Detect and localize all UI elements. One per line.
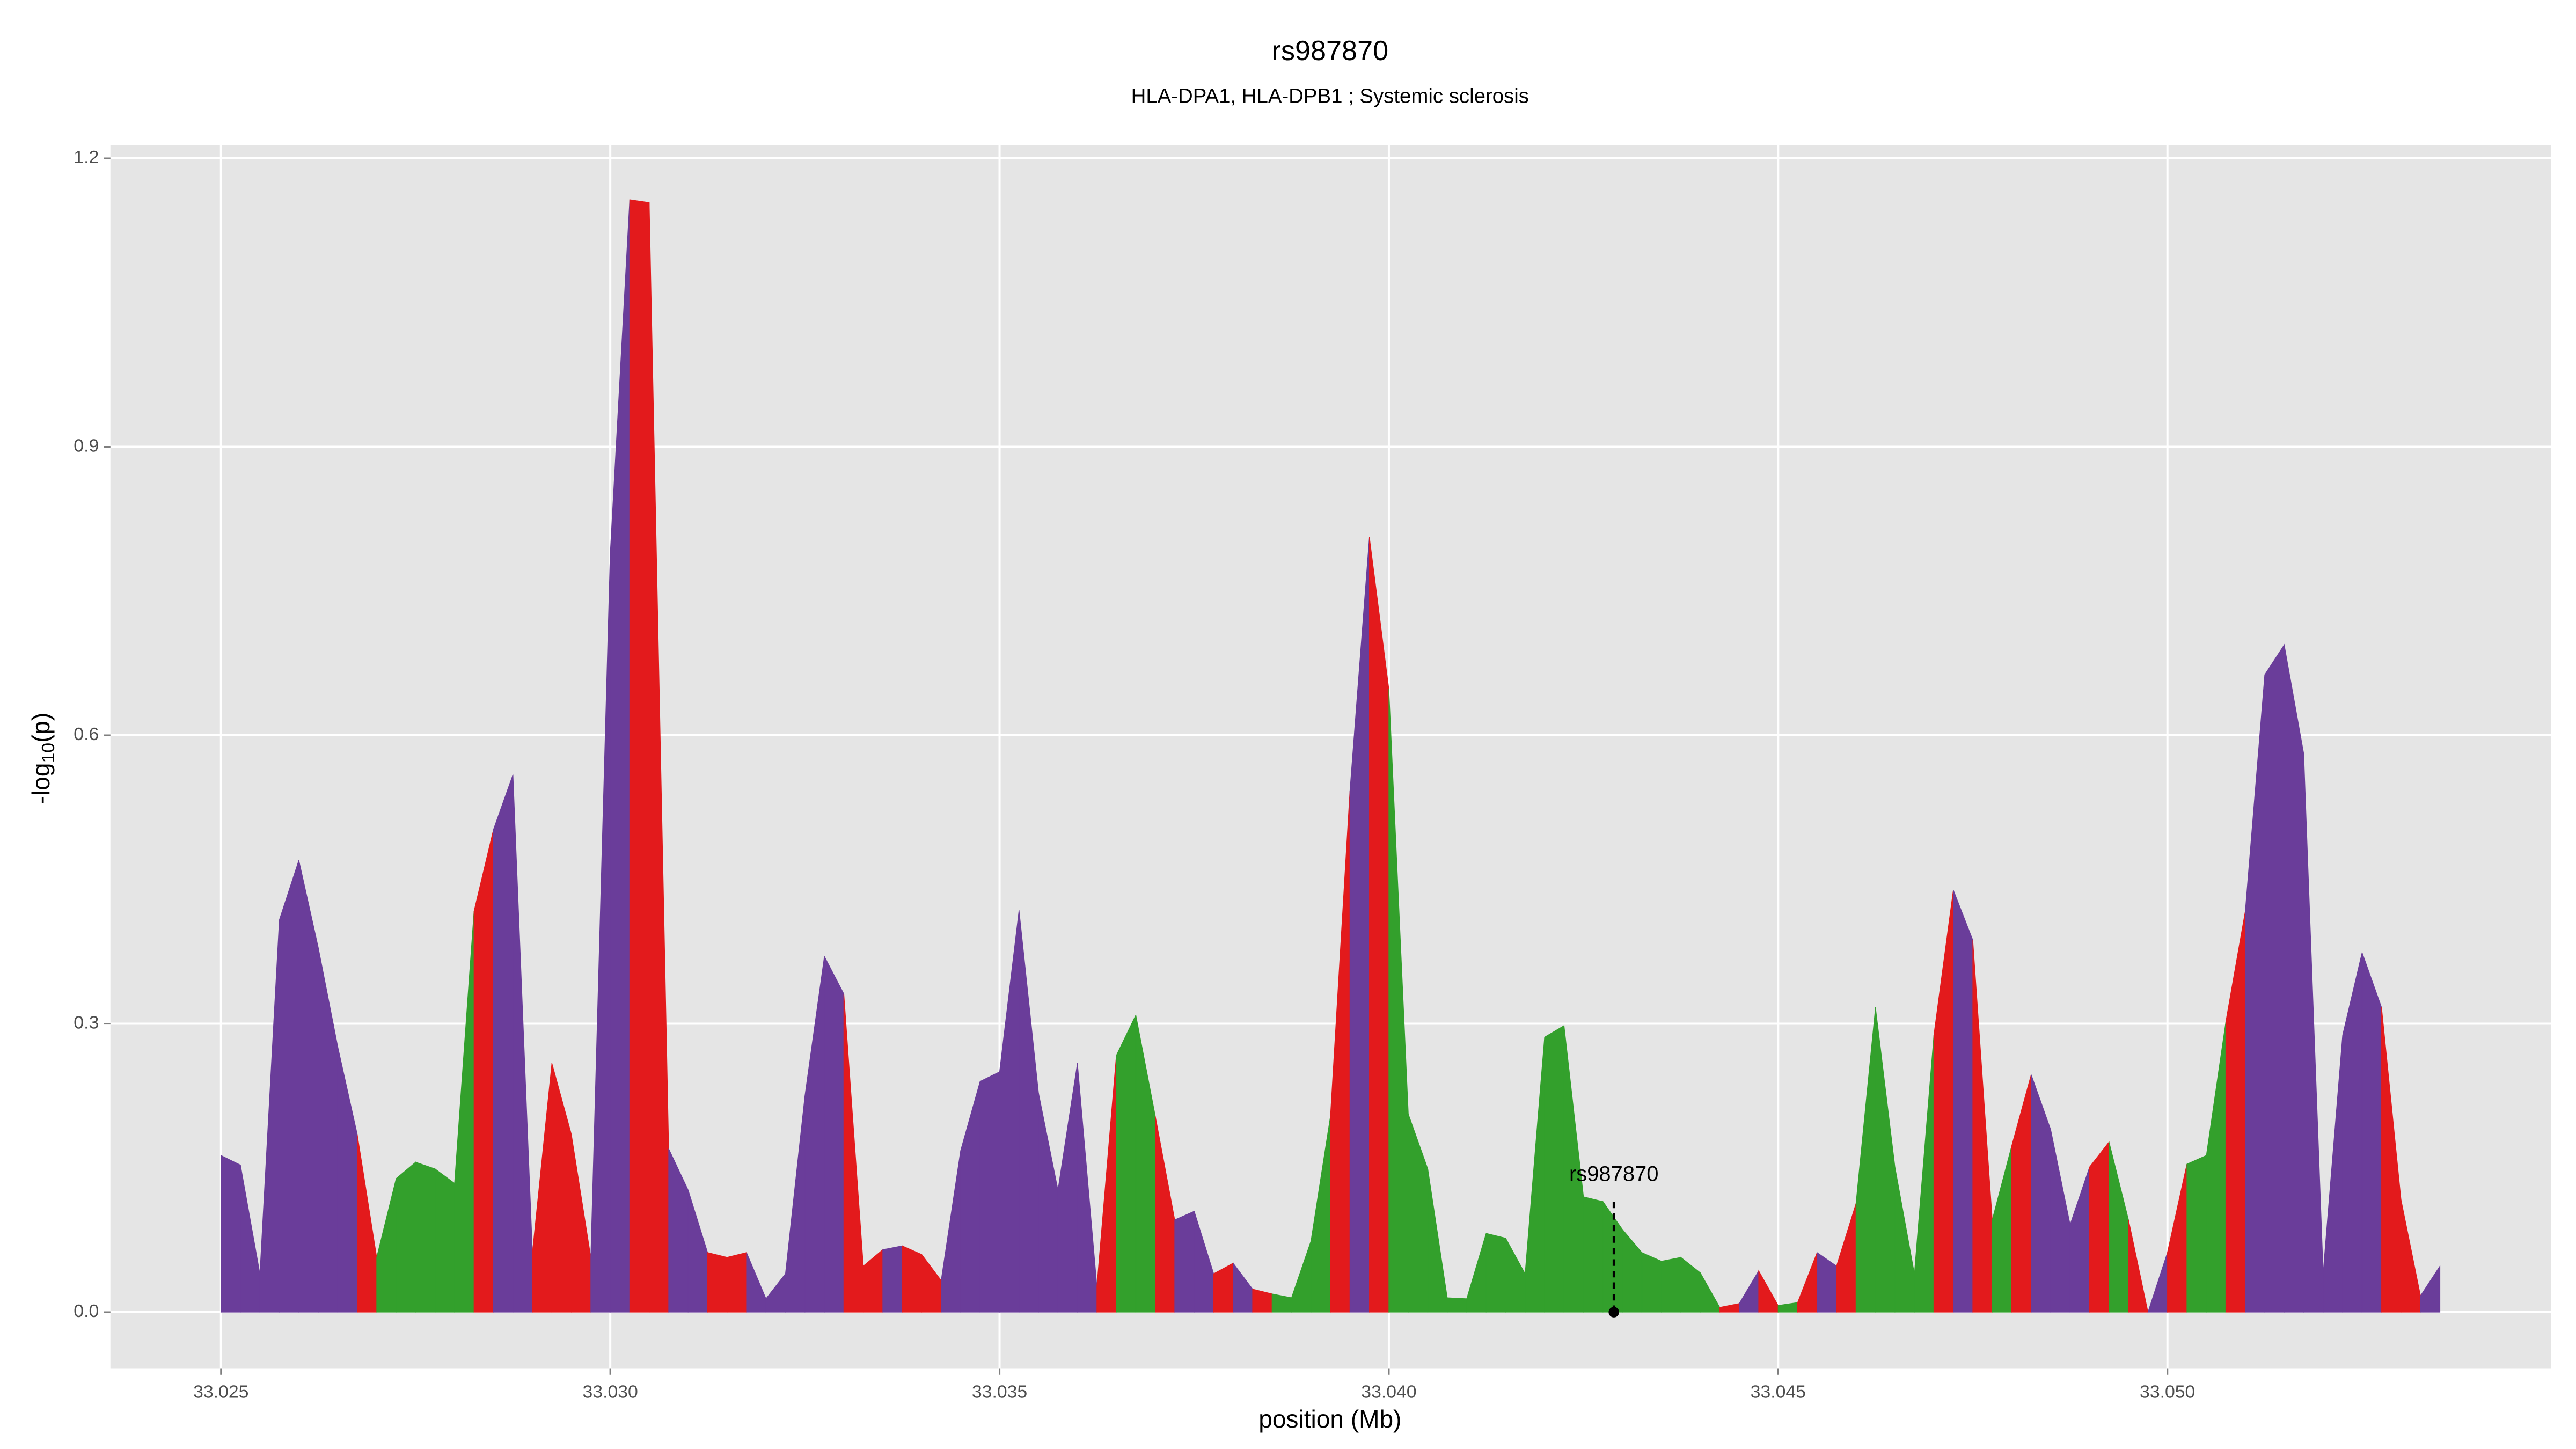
x-tick-label: 33.045 (1751, 1381, 1806, 1402)
y-tick-label: 0.0 (74, 1301, 99, 1321)
area-segments (221, 199, 2441, 1313)
area-segment (2420, 1264, 2441, 1313)
area-segment (629, 199, 650, 1313)
x-tick-label: 33.050 (2140, 1381, 2195, 1402)
area-segment (1447, 1297, 1467, 1313)
x-tick-label: 33.035 (972, 1381, 1027, 1402)
area-segment (727, 1252, 747, 1313)
area-segment (882, 1245, 903, 1313)
area-segment (707, 1252, 728, 1313)
x-tick-label: 33.040 (1361, 1381, 1416, 1402)
area-segment (2284, 645, 2304, 1313)
area-segment (1953, 890, 1973, 1313)
area-segment (1116, 1015, 1137, 1313)
area-segment (2128, 1219, 2149, 1313)
grid (110, 145, 2551, 1368)
x-tick-label: 33.025 (193, 1381, 248, 1402)
area-segment (493, 774, 514, 1313)
y-tick-label: 1.2 (74, 147, 99, 167)
area-segment (1544, 1025, 1564, 1313)
area-segment (279, 860, 299, 1313)
area-segment (2089, 1141, 2110, 1313)
area-segment (2264, 643, 2285, 1313)
y-label-part: -log (27, 763, 55, 804)
annotation-label: rs987870 (1569, 1162, 1658, 1185)
area-segment (435, 1168, 455, 1313)
chart-title: rs987870 (1271, 35, 1388, 67)
area-segment (221, 1155, 241, 1313)
y-axis-label: -log10(p) (27, 713, 58, 804)
x-tick-label: 33.030 (583, 1381, 638, 1402)
y-tick-label: 0.9 (74, 435, 99, 456)
x-axis-label: position (Mb) (1258, 1405, 1401, 1433)
annotation-point (1608, 1307, 1620, 1318)
area-segment (902, 1245, 923, 1313)
area-segment (396, 1161, 416, 1313)
area-segment (824, 956, 845, 1313)
area-segment (1485, 1233, 1506, 1313)
area-segment (1641, 1252, 1662, 1313)
y-label-part: (p) (27, 713, 55, 743)
y-tick-label: 0.3 (74, 1012, 99, 1033)
area-segment (2186, 1155, 2207, 1313)
chart-subtitle: HLA-DPA1, HLA-DPB1 ; Systemic sclerosis (1131, 84, 1529, 107)
area-segment (1583, 1196, 1604, 1313)
area-segment (1661, 1257, 1681, 1313)
area-segment (1174, 1210, 1195, 1313)
area-segment (2361, 952, 2382, 1313)
area-segment (979, 1071, 1000, 1313)
area-segment (415, 1161, 436, 1313)
area-segment (473, 829, 494, 1313)
y-label-sub: 10 (38, 743, 58, 763)
y-tick-label: 0.6 (74, 724, 99, 744)
annotations: rs987870 (1569, 1162, 1658, 1318)
